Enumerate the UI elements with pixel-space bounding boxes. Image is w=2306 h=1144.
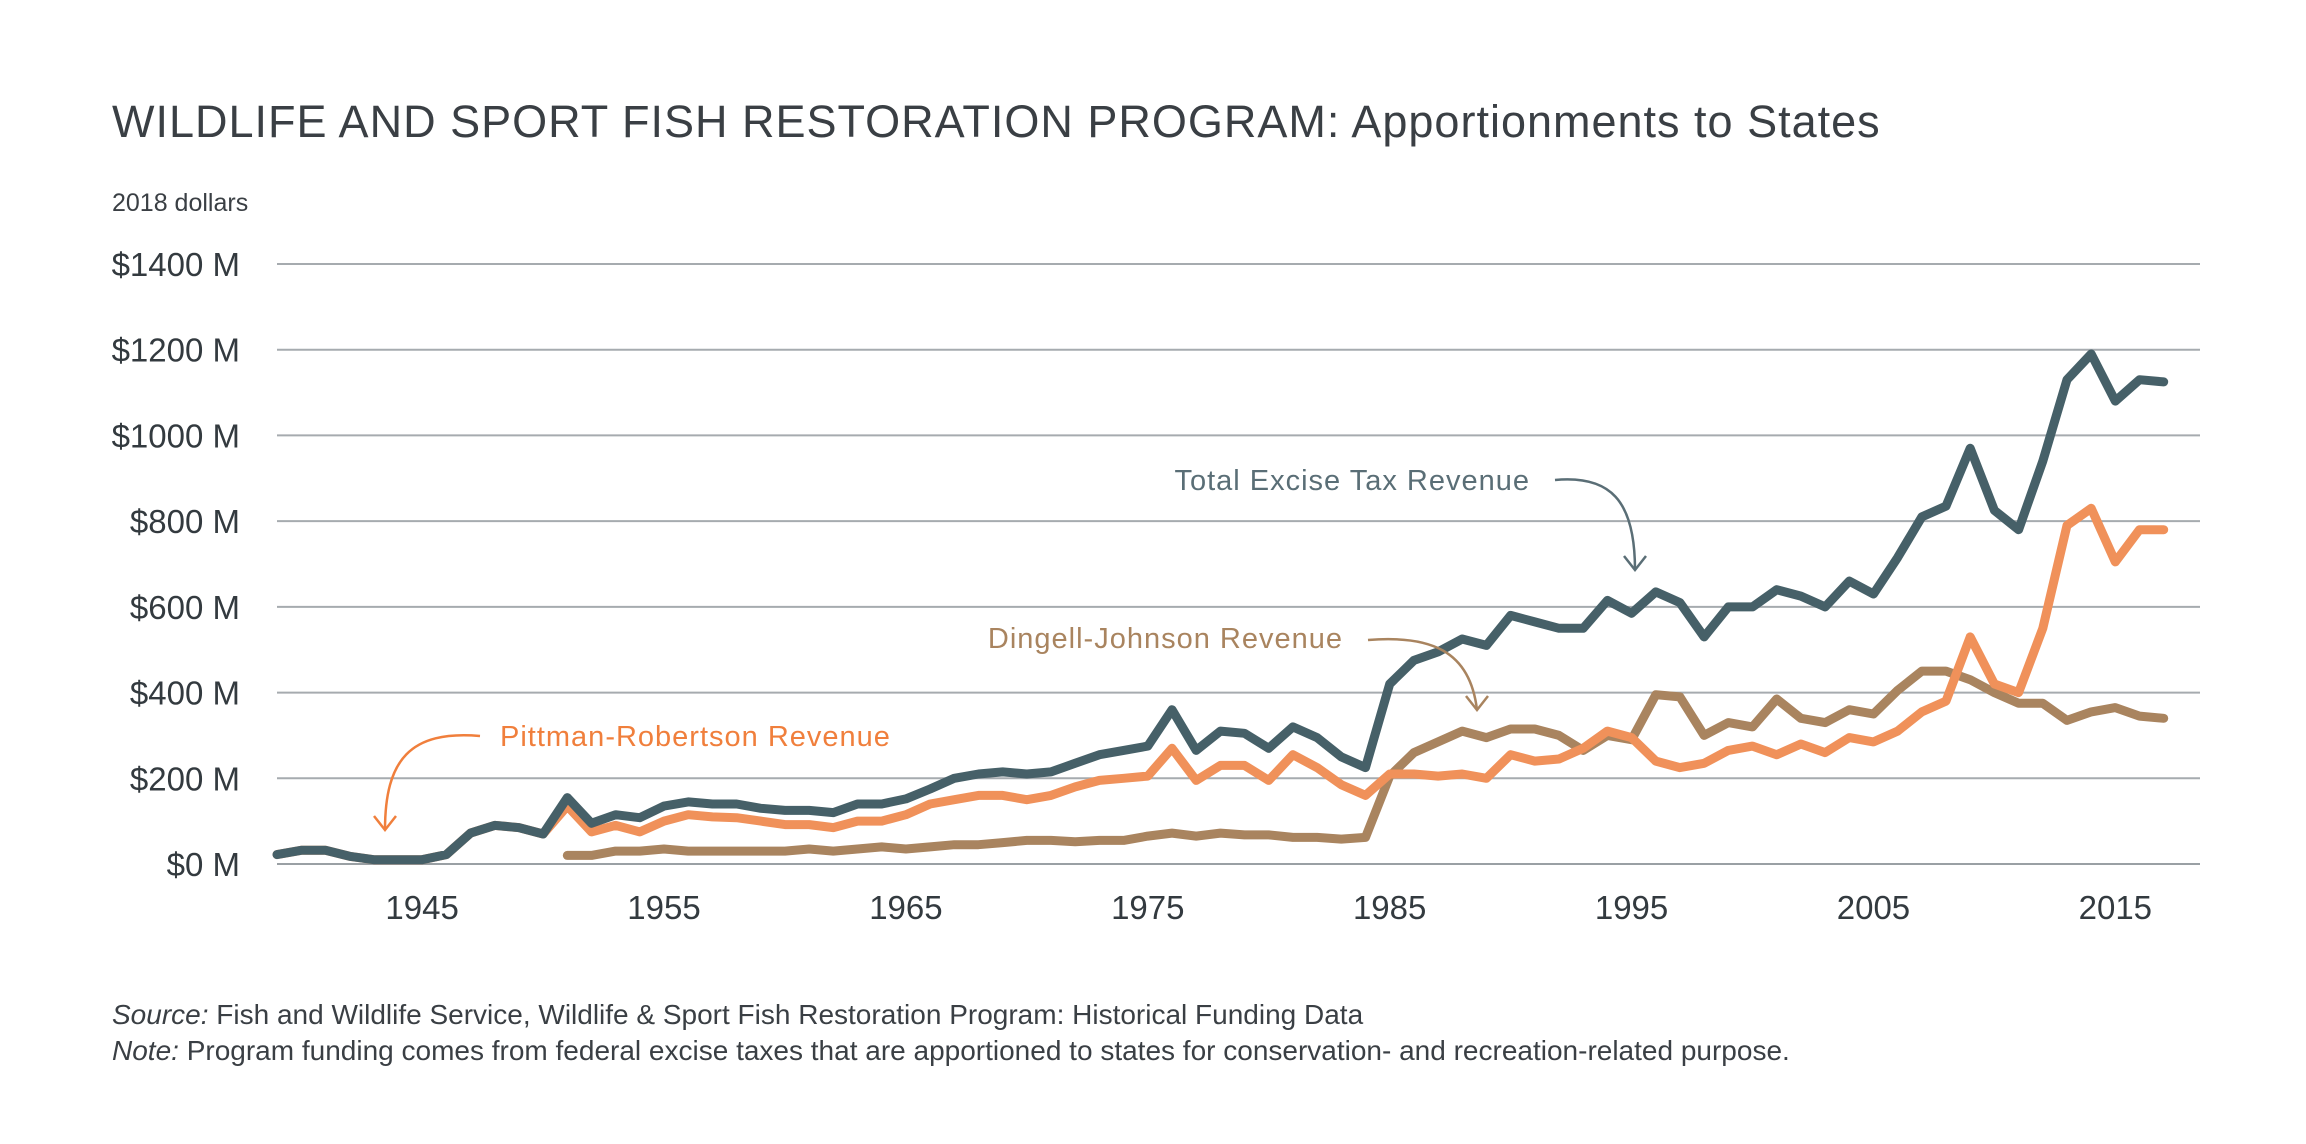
source-note: Source: Fish and Wildlife Service, Wildl…	[112, 997, 1790, 1033]
x-tick-label: 2005	[1837, 889, 1910, 926]
y-tick-label: $600 M	[130, 589, 240, 626]
annotation-arrowhead	[1465, 695, 1489, 713]
chart-title: WILDLIFE AND SPORT FISH RESTORATION PROG…	[112, 96, 1881, 147]
annotation-arrow	[1367, 637, 1479, 711]
annotation-label: Dingell-Johnson Revenue	[988, 623, 1343, 655]
source-text: Fish and Wildlife Service, Wildlife & Sp…	[208, 999, 1364, 1030]
x-tick-label: 1955	[627, 889, 700, 926]
y-tick-label: $0 M	[167, 846, 240, 883]
annotation-arrowhead	[1623, 555, 1647, 573]
x-tick-label: 2015	[2079, 889, 2152, 926]
y-tick-label: $1000 M	[112, 417, 240, 454]
annotation-arrowhead	[373, 815, 397, 833]
note-label: Note:	[112, 1035, 179, 1066]
x-tick-label: 1945	[385, 889, 458, 926]
y-tick-label: $1400 M	[112, 246, 240, 283]
annotation-label: Pittman-Robertson Revenue	[500, 721, 891, 753]
y-tick-label: $800 M	[130, 503, 240, 540]
series-line-total-excise-tax-revenue	[272, 349, 2169, 865]
series-line-pittman-robertson-revenue	[272, 503, 2169, 865]
note: Note: Program funding comes from federal…	[112, 1033, 1790, 1069]
y-tick-label: $1200 M	[112, 332, 240, 369]
x-tick-label: 1995	[1595, 889, 1668, 926]
source-label: Source:	[112, 999, 209, 1030]
series-line-dingell-johnson-revenue	[562, 666, 2169, 860]
annotation-arrow	[1554, 478, 1637, 571]
y-tick-label: $200 M	[130, 760, 240, 797]
annotation-arrow	[383, 734, 481, 831]
note-text: Program funding comes from federal excis…	[178, 1035, 1790, 1066]
annotation-label: Total Excise Tax Revenue	[1174, 465, 1530, 497]
y-tick-label: $400 M	[130, 675, 240, 712]
x-tick-label: 1965	[869, 889, 942, 926]
x-tick-label: 1985	[1353, 889, 1426, 926]
x-tick-label: 1975	[1111, 889, 1184, 926]
units-label: 2018 dollars	[112, 189, 249, 217]
footnotes: Source: Fish and Wildlife Service, Wildl…	[112, 997, 1790, 1069]
